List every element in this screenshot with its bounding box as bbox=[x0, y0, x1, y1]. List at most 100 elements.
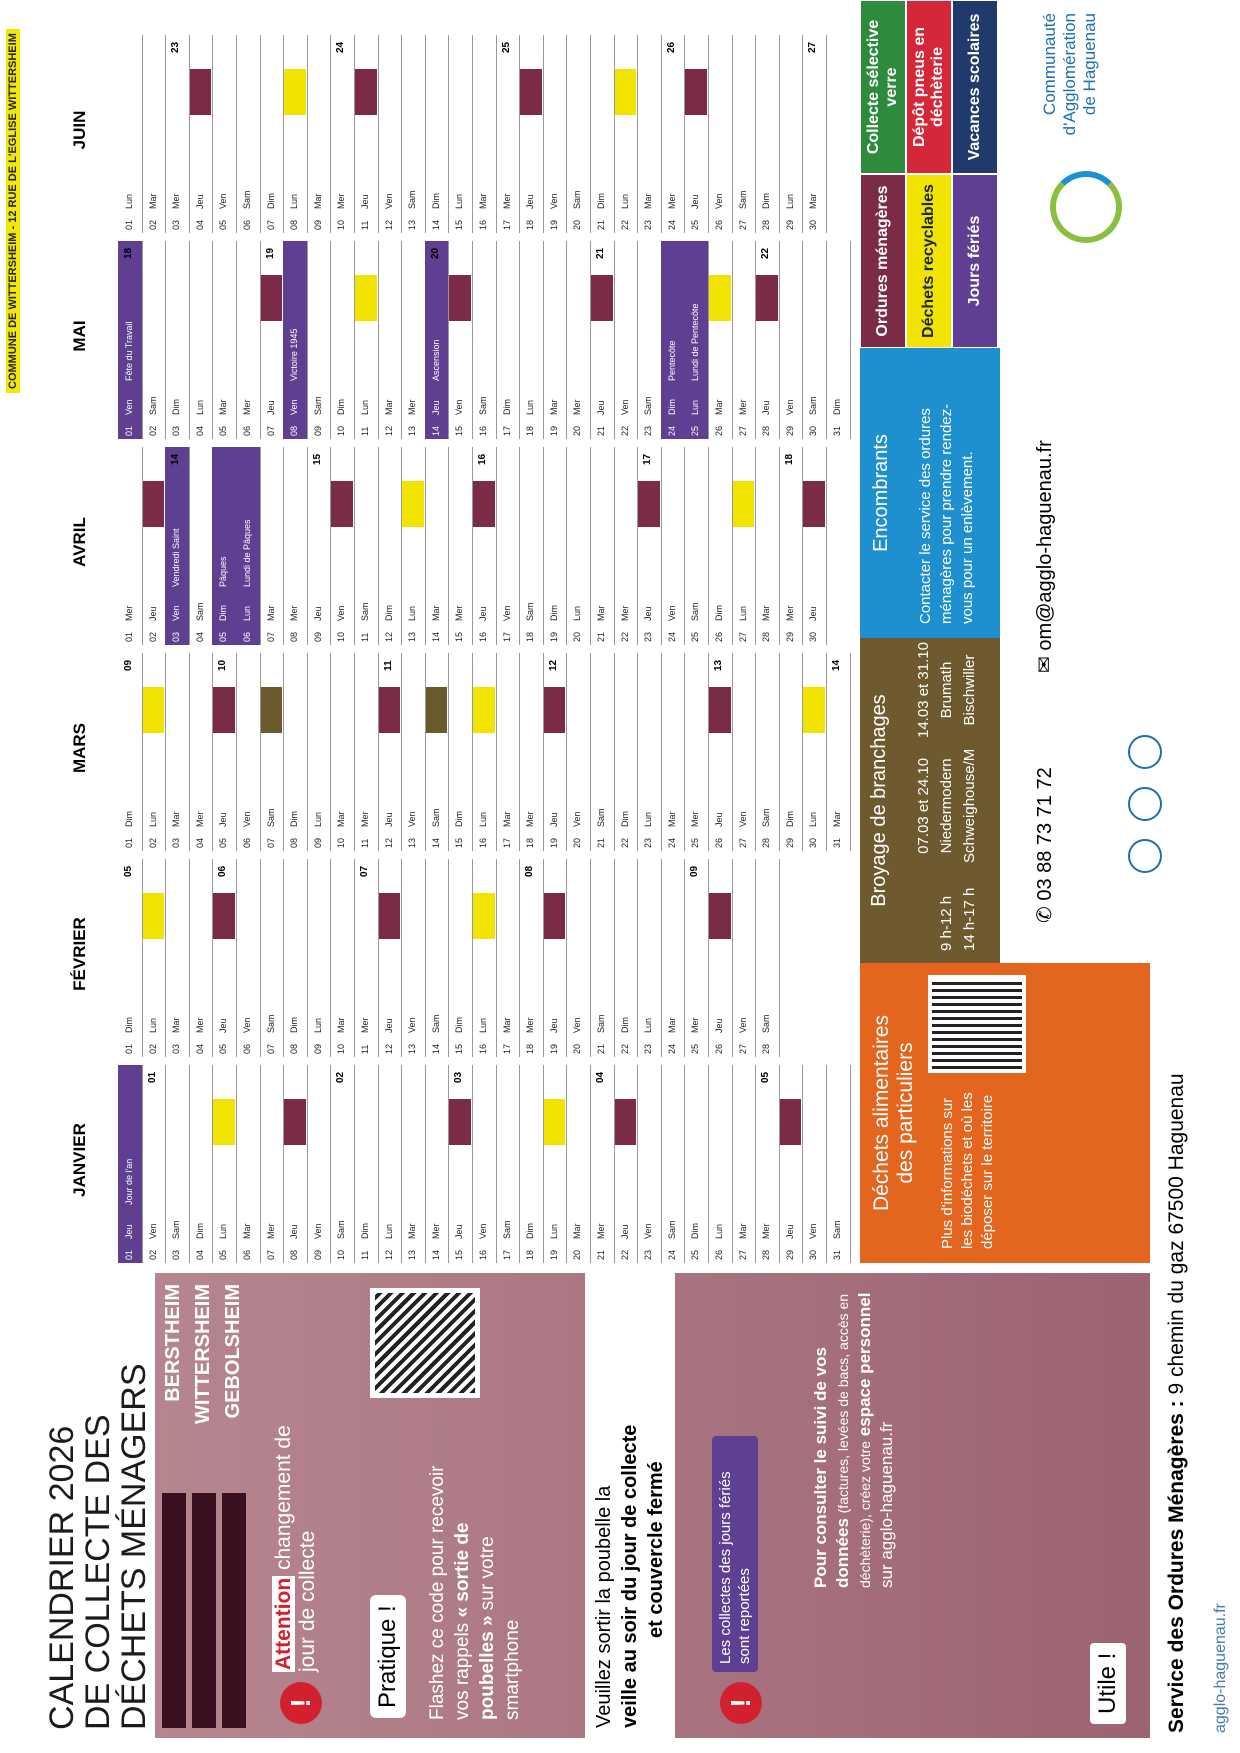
weekday: Mar bbox=[572, 1223, 583, 1240]
collection-mark bbox=[213, 1099, 235, 1145]
weekday: Mer bbox=[430, 1223, 441, 1240]
weekday: Sam bbox=[832, 1220, 842, 1239]
day-number: 09 bbox=[312, 837, 323, 848]
weekday: Mar bbox=[265, 605, 276, 622]
day-number: 28 bbox=[761, 1249, 772, 1260]
week-number: 01 bbox=[146, 1071, 158, 1083]
day-number: 18 bbox=[525, 631, 536, 642]
day-number: 07 bbox=[265, 631, 276, 642]
day-number: 07 bbox=[265, 425, 276, 436]
week-number: 07 bbox=[359, 865, 370, 877]
week-number: 26 bbox=[665, 41, 677, 53]
collection-mark bbox=[473, 481, 495, 527]
weekday: Mar bbox=[666, 1017, 677, 1034]
weekday: Lun bbox=[147, 811, 158, 827]
weekday: Lun bbox=[643, 1017, 654, 1033]
weekday: Mer bbox=[525, 811, 536, 828]
weekday: Jeu bbox=[525, 194, 536, 209]
weekday: Dim bbox=[360, 1223, 370, 1239]
weekday: Jeu bbox=[808, 606, 819, 621]
month-name: AVRIL bbox=[70, 517, 89, 567]
weekday: Mar bbox=[737, 1223, 748, 1240]
weekday: Mer bbox=[360, 811, 370, 828]
weekday: Mer bbox=[690, 1017, 701, 1034]
weekday: Mar bbox=[218, 399, 229, 416]
day-number: 08 bbox=[289, 219, 300, 230]
weekday: Ven bbox=[407, 811, 418, 827]
day-number: 20 bbox=[572, 1043, 583, 1054]
weekday: Mer bbox=[242, 399, 252, 416]
day-number: 19 bbox=[548, 219, 559, 230]
weekday: Mar bbox=[501, 1017, 512, 1034]
weekday: Dim bbox=[454, 811, 465, 827]
weekday: Mar bbox=[714, 399, 724, 416]
weekday: Ven bbox=[407, 1017, 418, 1033]
collection-mark bbox=[260, 687, 283, 733]
weekday: Jeu bbox=[147, 606, 158, 621]
day-number: 06 bbox=[242, 1043, 252, 1054]
day-number: 24 bbox=[666, 219, 677, 230]
weekday: Mar bbox=[808, 193, 819, 210]
day-number: 16 bbox=[478, 1249, 488, 1260]
weekday: Dim bbox=[124, 811, 134, 827]
linkedin-icon[interactable] bbox=[1128, 735, 1162, 769]
weekday: Mar bbox=[171, 811, 182, 828]
week-number: 25 bbox=[500, 41, 512, 53]
weekday: Ven bbox=[147, 1223, 158, 1239]
weekday: Lun bbox=[289, 193, 300, 209]
week-number: 24 bbox=[335, 41, 347, 53]
weekday: Dim bbox=[596, 193, 606, 209]
day-number: 23 bbox=[643, 1249, 654, 1260]
weekday: Ven bbox=[312, 1223, 323, 1239]
facebook-icon[interactable] bbox=[1128, 839, 1162, 873]
weekday: Ven bbox=[383, 193, 394, 209]
day-number: 29 bbox=[784, 219, 795, 230]
day-number: 10 bbox=[336, 1043, 347, 1054]
weekday: Lun bbox=[147, 1017, 158, 1033]
encombrants-title: Encombrants bbox=[870, 434, 892, 552]
day-number: 12 bbox=[383, 1043, 394, 1054]
weekday: Ven bbox=[171, 605, 182, 621]
weekday: Sam bbox=[596, 1014, 606, 1033]
day-number: 17 bbox=[501, 1249, 512, 1260]
day-number: 03 bbox=[171, 425, 182, 436]
weekday: Dim bbox=[383, 605, 394, 621]
weekday: Jeu bbox=[218, 812, 229, 827]
holiday-label: Vendredi Saint bbox=[171, 528, 182, 587]
collection-mark bbox=[284, 1099, 306, 1145]
day-number: 10 bbox=[336, 425, 347, 436]
weekday: Mer bbox=[289, 605, 300, 622]
weekday: Jeu bbox=[194, 194, 205, 209]
day-number: 04 bbox=[194, 219, 205, 230]
day-number: 05 bbox=[218, 631, 229, 642]
instagram-icon[interactable] bbox=[1128, 787, 1162, 821]
weekday: Jeu bbox=[690, 194, 701, 209]
weekday: Lun bbox=[478, 811, 488, 827]
day-number: 05 bbox=[218, 425, 229, 436]
weekday: Ven bbox=[478, 1223, 488, 1239]
alim-text: Plus d'informations sur les biodéchets et… bbox=[938, 1079, 998, 1249]
weekday: Jeu bbox=[548, 812, 559, 827]
day-number: 16 bbox=[478, 631, 488, 642]
weekday: Lun bbox=[242, 605, 252, 621]
day-number: 11 bbox=[360, 426, 370, 436]
day-number: 18 bbox=[525, 1043, 536, 1054]
weekday: Mer bbox=[690, 811, 701, 828]
collection-mark bbox=[543, 687, 566, 733]
day-number: 08 bbox=[289, 631, 300, 642]
weekday: Lun bbox=[690, 399, 701, 415]
day-number: 01 bbox=[124, 425, 134, 436]
address-text: 9 chemin du gaz 67500 Haguenau bbox=[1165, 1073, 1188, 1395]
day-number: 19 bbox=[548, 1043, 559, 1054]
weekday: Lun bbox=[548, 1223, 559, 1239]
weekday: Mer bbox=[525, 1017, 536, 1034]
day-number: 27 bbox=[737, 1249, 748, 1260]
collection-mark bbox=[685, 69, 707, 115]
day-number: 11 bbox=[360, 1044, 370, 1054]
encombrants-text: Contacter le service des ordures ménagère… bbox=[915, 362, 978, 624]
collection-mark bbox=[520, 69, 542, 115]
day-number: 12 bbox=[383, 631, 394, 642]
weekday: Ven bbox=[643, 1223, 654, 1239]
day-number: 21 bbox=[596, 425, 606, 436]
